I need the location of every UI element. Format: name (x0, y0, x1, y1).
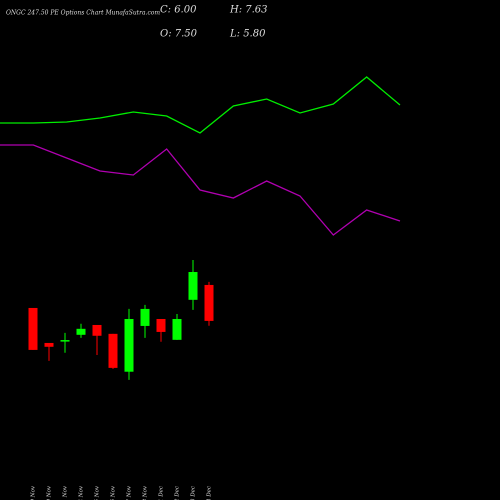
line-series (0, 76, 401, 134)
x-tick-label: 03 Dec (191, 486, 197, 500)
candle-body (44, 342, 54, 347)
x-tick-label: 02 Dec (175, 486, 181, 500)
candle-body (76, 328, 86, 335)
x-tick-label: 04 Dec (207, 486, 213, 500)
candle-body (60, 340, 70, 342)
candle-body (172, 318, 182, 340)
x-tick-label: 21 Nov (63, 485, 69, 500)
x-tick-label: 25 Nov (95, 485, 101, 500)
candle-body (108, 333, 118, 368)
x-tick-label: 19 Nov (31, 485, 37, 500)
candle-body (156, 318, 166, 332)
candle-body (92, 324, 102, 336)
line-series (0, 144, 401, 236)
info-open: O: 7.50 (160, 29, 198, 40)
info-low: L: 5.80 (229, 29, 266, 40)
candle-body (28, 307, 38, 350)
x-tick-label: 24 Nov (79, 485, 85, 500)
x-tick-label: 26 Nov (111, 485, 117, 500)
candle-body (124, 318, 134, 372)
x-tick-label: 27 Nov (127, 485, 133, 500)
info-close: C: 6.00 (160, 5, 197, 16)
info-high: H: 7.63 (229, 5, 268, 16)
x-tick-label: 01 Dec (159, 486, 165, 500)
chart-title: ONGC 247.50 PE Options Chart MunafaSutra… (6, 10, 160, 17)
candle-body (204, 284, 214, 321)
x-tick-label: 20 Nov (47, 485, 53, 500)
x-tick-label: 28 Nov (143, 485, 149, 500)
candle-body (140, 308, 150, 326)
candle-body (188, 272, 198, 300)
